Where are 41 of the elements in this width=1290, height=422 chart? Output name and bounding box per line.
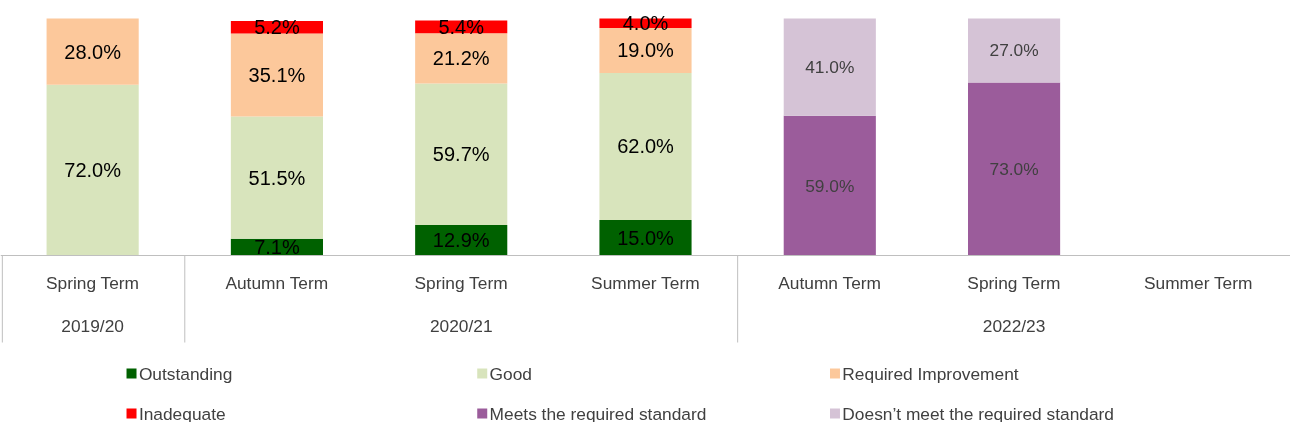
data-label: 5.4% xyxy=(438,15,485,38)
data-label: 28.0% xyxy=(64,40,122,63)
data-label: 12.9% xyxy=(432,229,490,252)
data-label: 27.0% xyxy=(989,40,1039,61)
text: 2020/21 xyxy=(429,315,493,336)
data-label: 35.1% xyxy=(248,64,306,87)
x-tick-label: Spring Term xyxy=(967,272,1061,293)
legend-label: Outstanding xyxy=(138,363,233,384)
bar xyxy=(783,115,876,256)
text: 2019/20 xyxy=(61,315,124,336)
bar xyxy=(46,84,139,256)
data-label: 15.0% xyxy=(617,226,675,249)
legend-label: Good xyxy=(489,363,532,384)
x-tick-label: Autumn Term xyxy=(778,272,881,293)
x-tick-label: Summer Term xyxy=(1143,272,1253,293)
bar xyxy=(783,18,876,116)
bar xyxy=(230,116,323,239)
x-tick-label: Spring Term xyxy=(45,272,140,293)
bar xyxy=(968,82,1061,256)
data-label: 59.0% xyxy=(805,175,855,196)
text: 2022/23 xyxy=(982,315,1046,336)
bar xyxy=(599,73,692,220)
data-label: 59.7% xyxy=(432,143,490,166)
bar xyxy=(415,83,508,225)
bar xyxy=(415,33,508,84)
bar xyxy=(230,33,323,117)
x-tick-label: Spring Term xyxy=(414,272,508,293)
x-tick-label: Summer Term xyxy=(591,272,700,293)
data-label: 5.2% xyxy=(254,16,300,39)
legend-label: Required Improvement xyxy=(842,363,1019,384)
data-label: 51.5% xyxy=(248,166,306,189)
data-label: 72.0% xyxy=(64,159,122,182)
data-label: 41.0% xyxy=(805,57,855,78)
x-tick-label: Autumn Term xyxy=(225,272,329,293)
bar xyxy=(968,18,1061,83)
data-label: 19.0% xyxy=(617,39,675,62)
data-label: 7.1% xyxy=(254,236,300,259)
data-label: 73.0% xyxy=(989,158,1039,179)
data-label: 62.0% xyxy=(617,135,675,158)
bar xyxy=(46,18,139,85)
data-label: 21.2% xyxy=(432,47,490,70)
